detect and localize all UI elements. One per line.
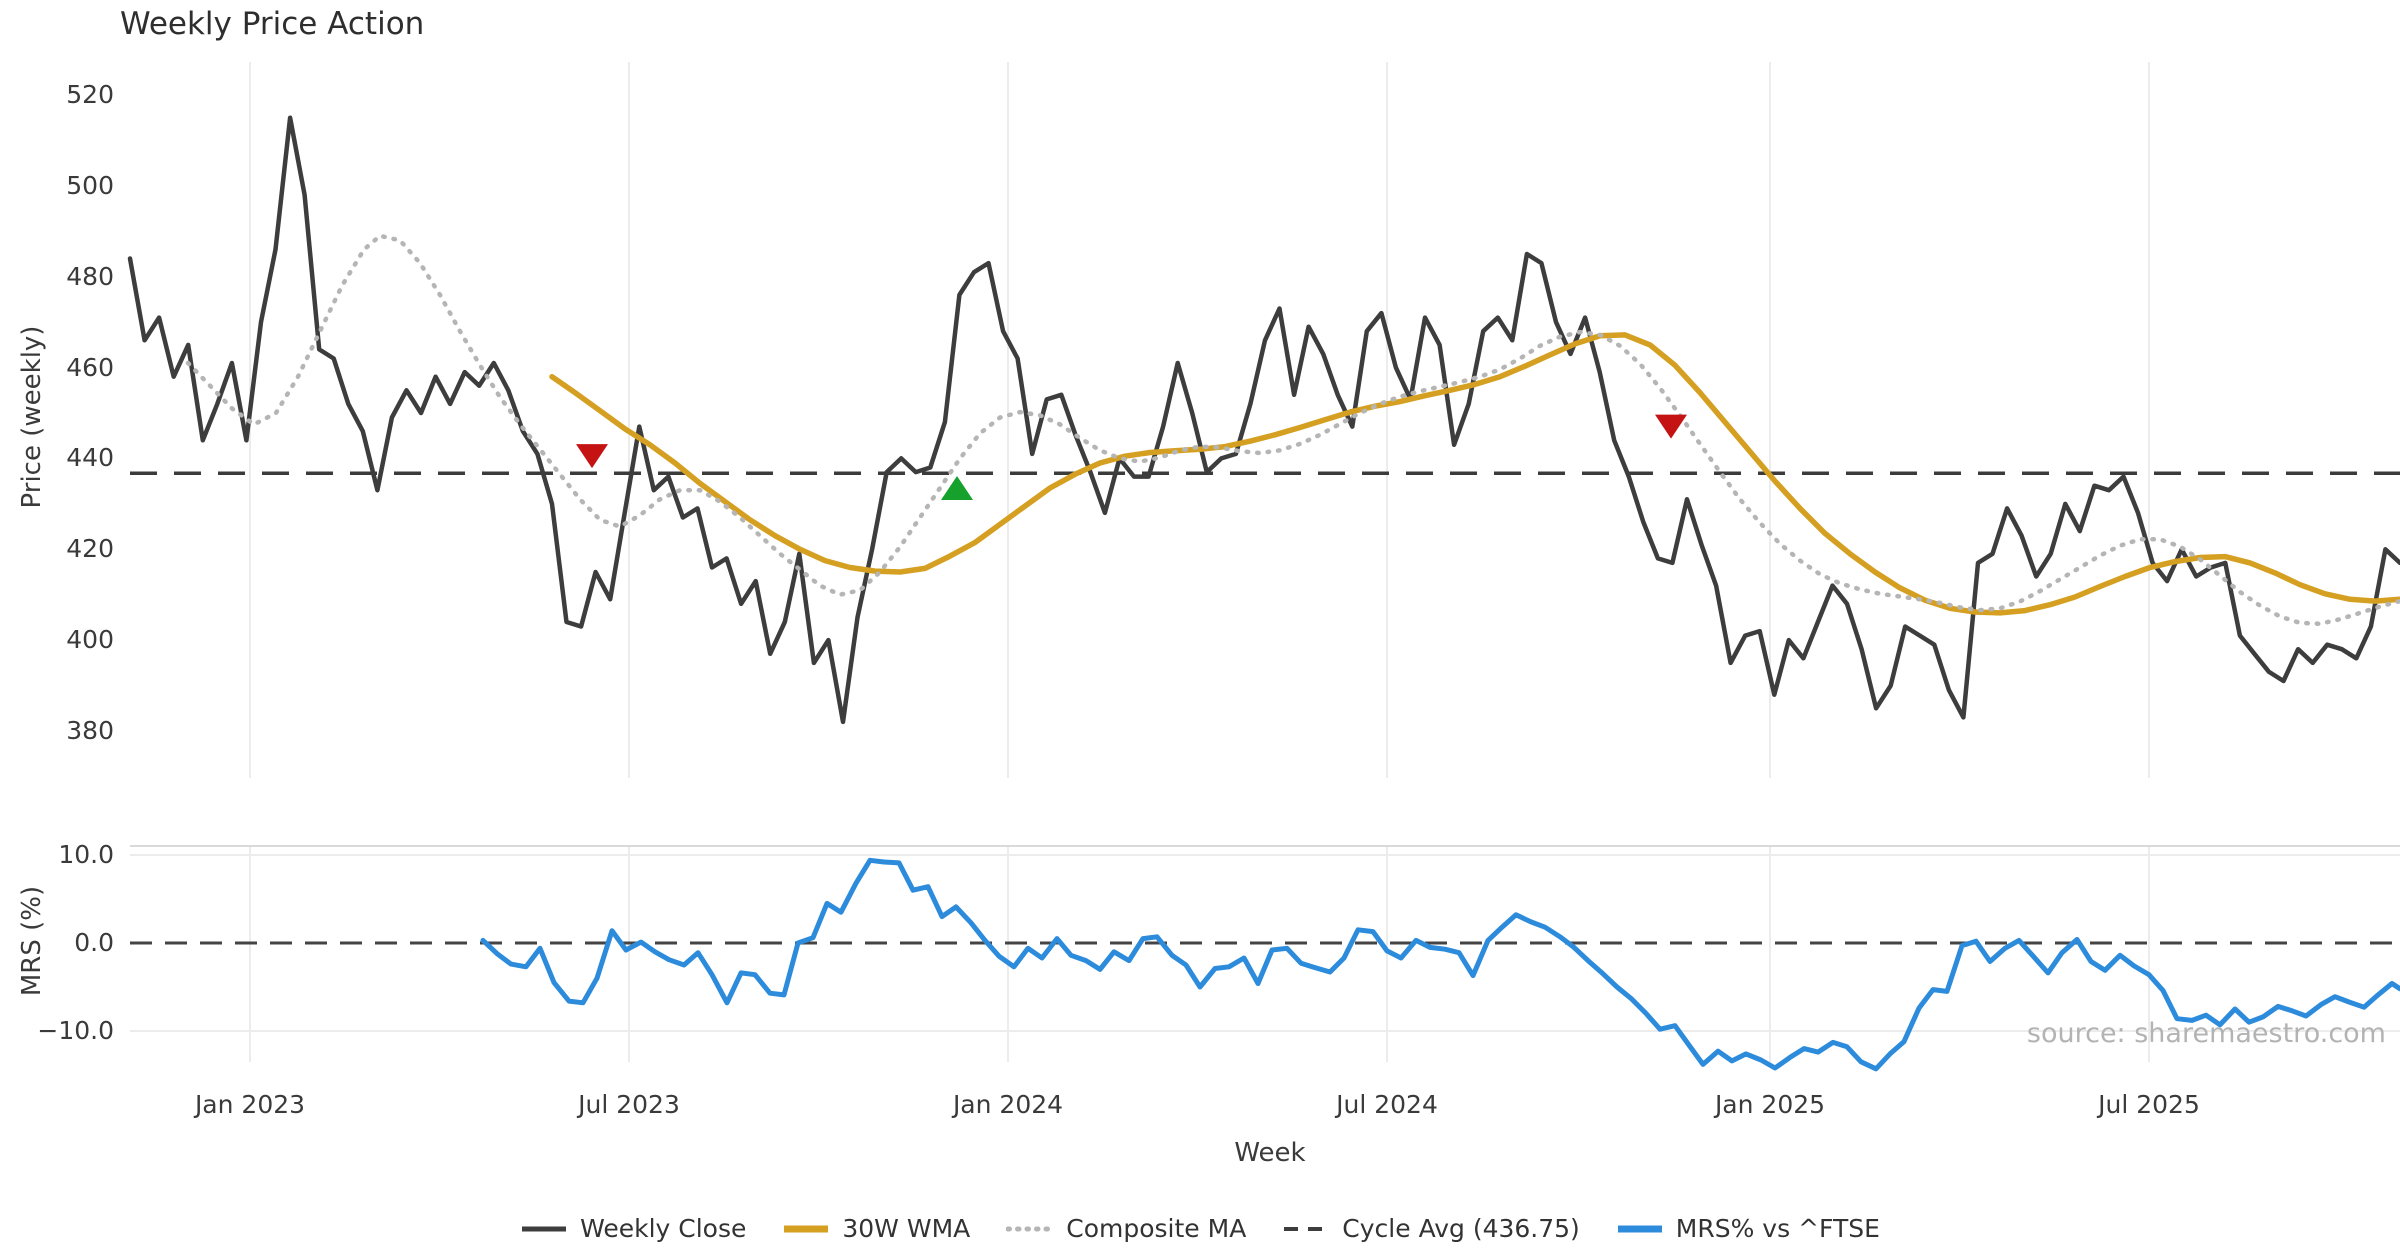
legend-sample-dotted: [1006, 1226, 1055, 1231]
price-tick-480: 480: [66, 261, 114, 291]
sell-signal-marker-2: [1655, 414, 1687, 439]
legend-item-composite-ma[interactable]: Composite MA: [1006, 1214, 1246, 1243]
30w-wma-line: [549, 332, 2400, 616]
x-tick-4: Jan 2025: [1714, 1090, 1826, 1119]
chart-legend: Weekly Close 30W WMA Composite MA Cycle Avg…: [0, 1214, 2400, 1243]
mrs-tick-2: −10.0: [37, 1016, 114, 1045]
mrs-tick-1: 0.0: [74, 928, 114, 957]
legend-label: Weekly Close: [580, 1214, 747, 1243]
x-tick-2: Jan 2024: [952, 1090, 1064, 1119]
legend-sample-solid: [784, 1225, 829, 1232]
x-tick-5: Jul 2025: [2098, 1090, 2200, 1119]
composite-ma-line: [185, 233, 2400, 627]
legend-sample-solid: [1617, 1225, 1662, 1232]
price-tick-460: 460: [66, 352, 114, 382]
legend-label: Cycle Avg (436.75): [1342, 1214, 1580, 1243]
price-tick-520: 520: [66, 80, 114, 109]
price-tick-420: 420: [66, 534, 114, 564]
price-tick-440: 440: [66, 443, 114, 473]
x-tick-0: Jan 2023: [194, 1090, 306, 1119]
mrs-vs-ftse-line: [480, 857, 2400, 1072]
legend-sample-solid: [522, 1226, 567, 1231]
legend-sample-dashed: [1284, 1226, 1329, 1231]
legend-label: 30W WMA: [842, 1214, 971, 1243]
price-tick-500: 500: [66, 170, 114, 200]
x-tick-3: Jul 2024: [1336, 1090, 1438, 1119]
legend-item-30w-wma[interactable]: 30W WMA: [782, 1214, 970, 1243]
weekly-close-line: [127, 115, 2400, 725]
legend-item-weekly-close[interactable]: Weekly Close: [520, 1214, 746, 1243]
price-tick-380: 380: [66, 716, 114, 745]
x-axis-label: Week: [1234, 1138, 1306, 1168]
source-watermark: source: sharemaestro.com: [2026, 1018, 2386, 1049]
buy-signal-marker-1: [941, 475, 973, 500]
legend-item-mrs-vs-ftse[interactable]: MRS% vs ^FTSE: [1616, 1214, 1880, 1243]
legend-label: MRS% vs ^FTSE: [1675, 1214, 1880, 1243]
price-tick-400: 400: [66, 625, 114, 655]
sell-signal-marker-0: [576, 444, 608, 469]
legend-label: Composite MA: [1066, 1214, 1247, 1243]
chart-title: Weekly Price Action: [120, 6, 425, 42]
mrs-tick-0: 10.0: [58, 840, 114, 869]
legend-item-cycle-avg-436-75-[interactable]: Cycle Avg (436.75): [1282, 1214, 1580, 1243]
x-tick-1: Jul 2023: [578, 1090, 680, 1119]
price-y-axis-label: Price (weekly): [17, 325, 47, 509]
